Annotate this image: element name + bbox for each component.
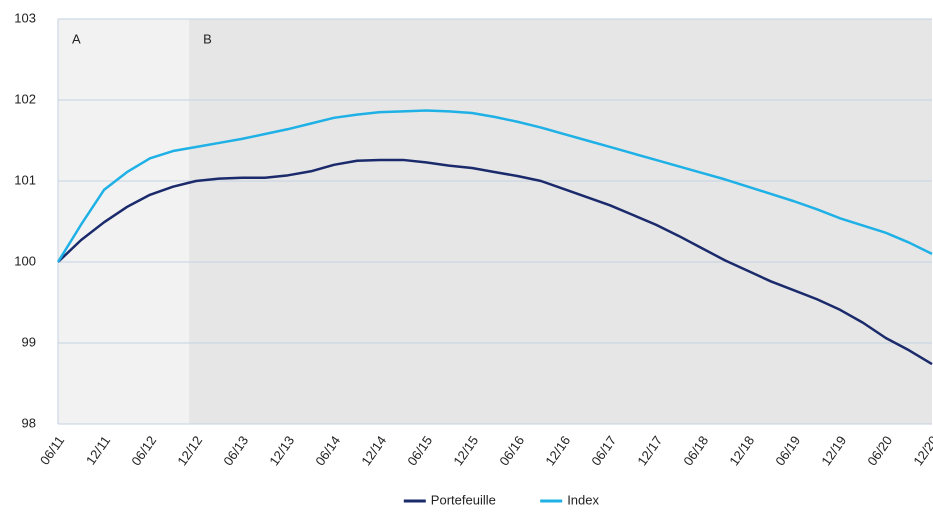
x-tick-label: 12/11 [83, 433, 113, 467]
x-tick-label: 06/11 [37, 433, 67, 467]
legend-label: Portefeuille [431, 492, 496, 507]
y-tick-label: 103 [14, 10, 36, 25]
x-tick-label: 06/14 [312, 433, 343, 468]
y-tick-label: 98 [22, 415, 36, 430]
series-line [57, 158, 933, 366]
x-tick-label: 12/17 [634, 433, 665, 468]
x-tick-label: 06/18 [680, 433, 711, 468]
x-tick-label: 12/12 [174, 433, 205, 468]
x-tick-label: 12/15 [450, 433, 481, 468]
y-tick-label: 102 [14, 91, 36, 106]
x-tick-label: 06/17 [588, 433, 619, 468]
x-tick-label: 12/13 [266, 433, 297, 468]
x-tick-label: 06/19 [772, 433, 803, 468]
x-tick-label: 06/20 [864, 433, 895, 468]
x-tick-label: 12/19 [818, 433, 849, 468]
x-tick-label: 12/16 [542, 433, 573, 468]
x-tick-label: 06/13 [220, 433, 251, 468]
x-tick-label: 06/12 [128, 433, 159, 468]
y-tick-label: 101 [14, 172, 36, 187]
region-label: B [203, 31, 212, 46]
region-label: A [72, 31, 81, 46]
legend-label: Index [567, 492, 599, 507]
series-line [56, 109, 933, 263]
x-tick-label: 12/20 [910, 433, 933, 468]
y-tick-label: 99 [22, 334, 36, 349]
x-tick-label: 06/16 [496, 433, 527, 468]
x-tick-label: 12/14 [358, 433, 389, 468]
region [58, 19, 190, 424]
y-tick-label: 100 [14, 253, 36, 268]
x-tick-label: 06/15 [404, 433, 435, 468]
x-tick-label: 12/18 [726, 433, 757, 468]
region [189, 19, 933, 424]
